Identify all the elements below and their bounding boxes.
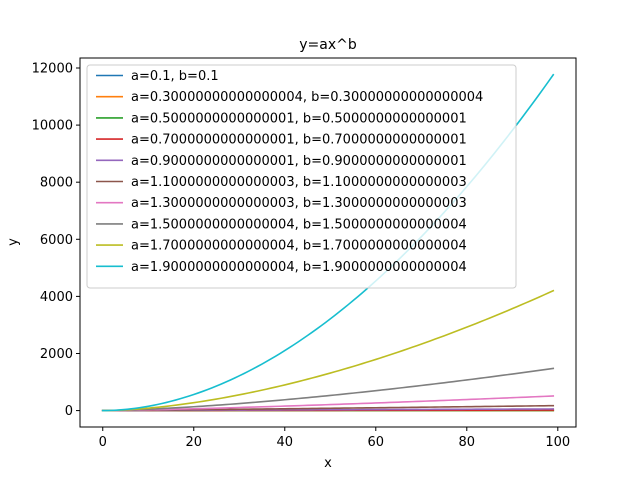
legend: a=0.1, b=0.1 a=0.30000000000000004, b=0.3…: [86, 64, 517, 289]
legend-label-6: a=1.1000000000000003, b=1.10000000000000…: [131, 175, 467, 190]
y-tick-label: 8000: [40, 176, 73, 191]
y-tick-label: 12000: [32, 61, 73, 76]
legend-label-4: a=0.7000000000000001, b=0.70000000000000…: [131, 133, 467, 148]
series-line-7: [101, 395, 555, 412]
x-tick-label: 40: [276, 435, 293, 450]
x-tick-label: 80: [459, 435, 476, 450]
y-axis: 0 2000 4000 6000 8000 10000 12000: [32, 61, 80, 419]
chart-title: y=ax^b: [299, 37, 357, 53]
legend-label-3: a=0.5000000000000001, b=0.50000000000000…: [131, 111, 467, 126]
x-tick-label: 60: [368, 435, 385, 450]
legend-label-8: a=1.5000000000000004, b=1.50000000000000…: [131, 217, 467, 232]
x-axis-label: x: [324, 456, 332, 471]
legend-label-10: a=1.9000000000000004, b=1.90000000000000…: [131, 260, 467, 275]
legend-box: [86, 64, 517, 289]
series-line-8: [101, 367, 555, 412]
x-axis: 0 20 40 60 80 100: [99, 427, 570, 450]
plot-frame: [79, 57, 577, 428]
y-tick-label: 0: [65, 404, 73, 419]
legend-label-9: a=1.7000000000000004, b=1.70000000000000…: [131, 239, 467, 254]
y-tick-label: 6000: [40, 233, 73, 248]
y-axis-label: y: [6, 238, 21, 246]
legend-label-5: a=0.9000000000000001, b=0.90000000000000…: [131, 154, 467, 169]
y-tick-label: 10000: [32, 119, 73, 134]
legend-label-2: a=0.30000000000000004, b=0.3000000000000…: [131, 90, 483, 105]
y-tick-label: 2000: [40, 347, 73, 362]
x-tick-label: 100: [545, 435, 570, 450]
x-tick-label: 0: [99, 435, 107, 450]
y-tick-label: 4000: [40, 290, 73, 305]
legend-label-1: a=0.1, b=0.1: [131, 69, 219, 84]
series-line-9: [101, 289, 555, 412]
legend-label-7: a=1.3000000000000003, b=1.30000000000000…: [131, 196, 467, 211]
x-tick-label: 20: [185, 435, 202, 450]
